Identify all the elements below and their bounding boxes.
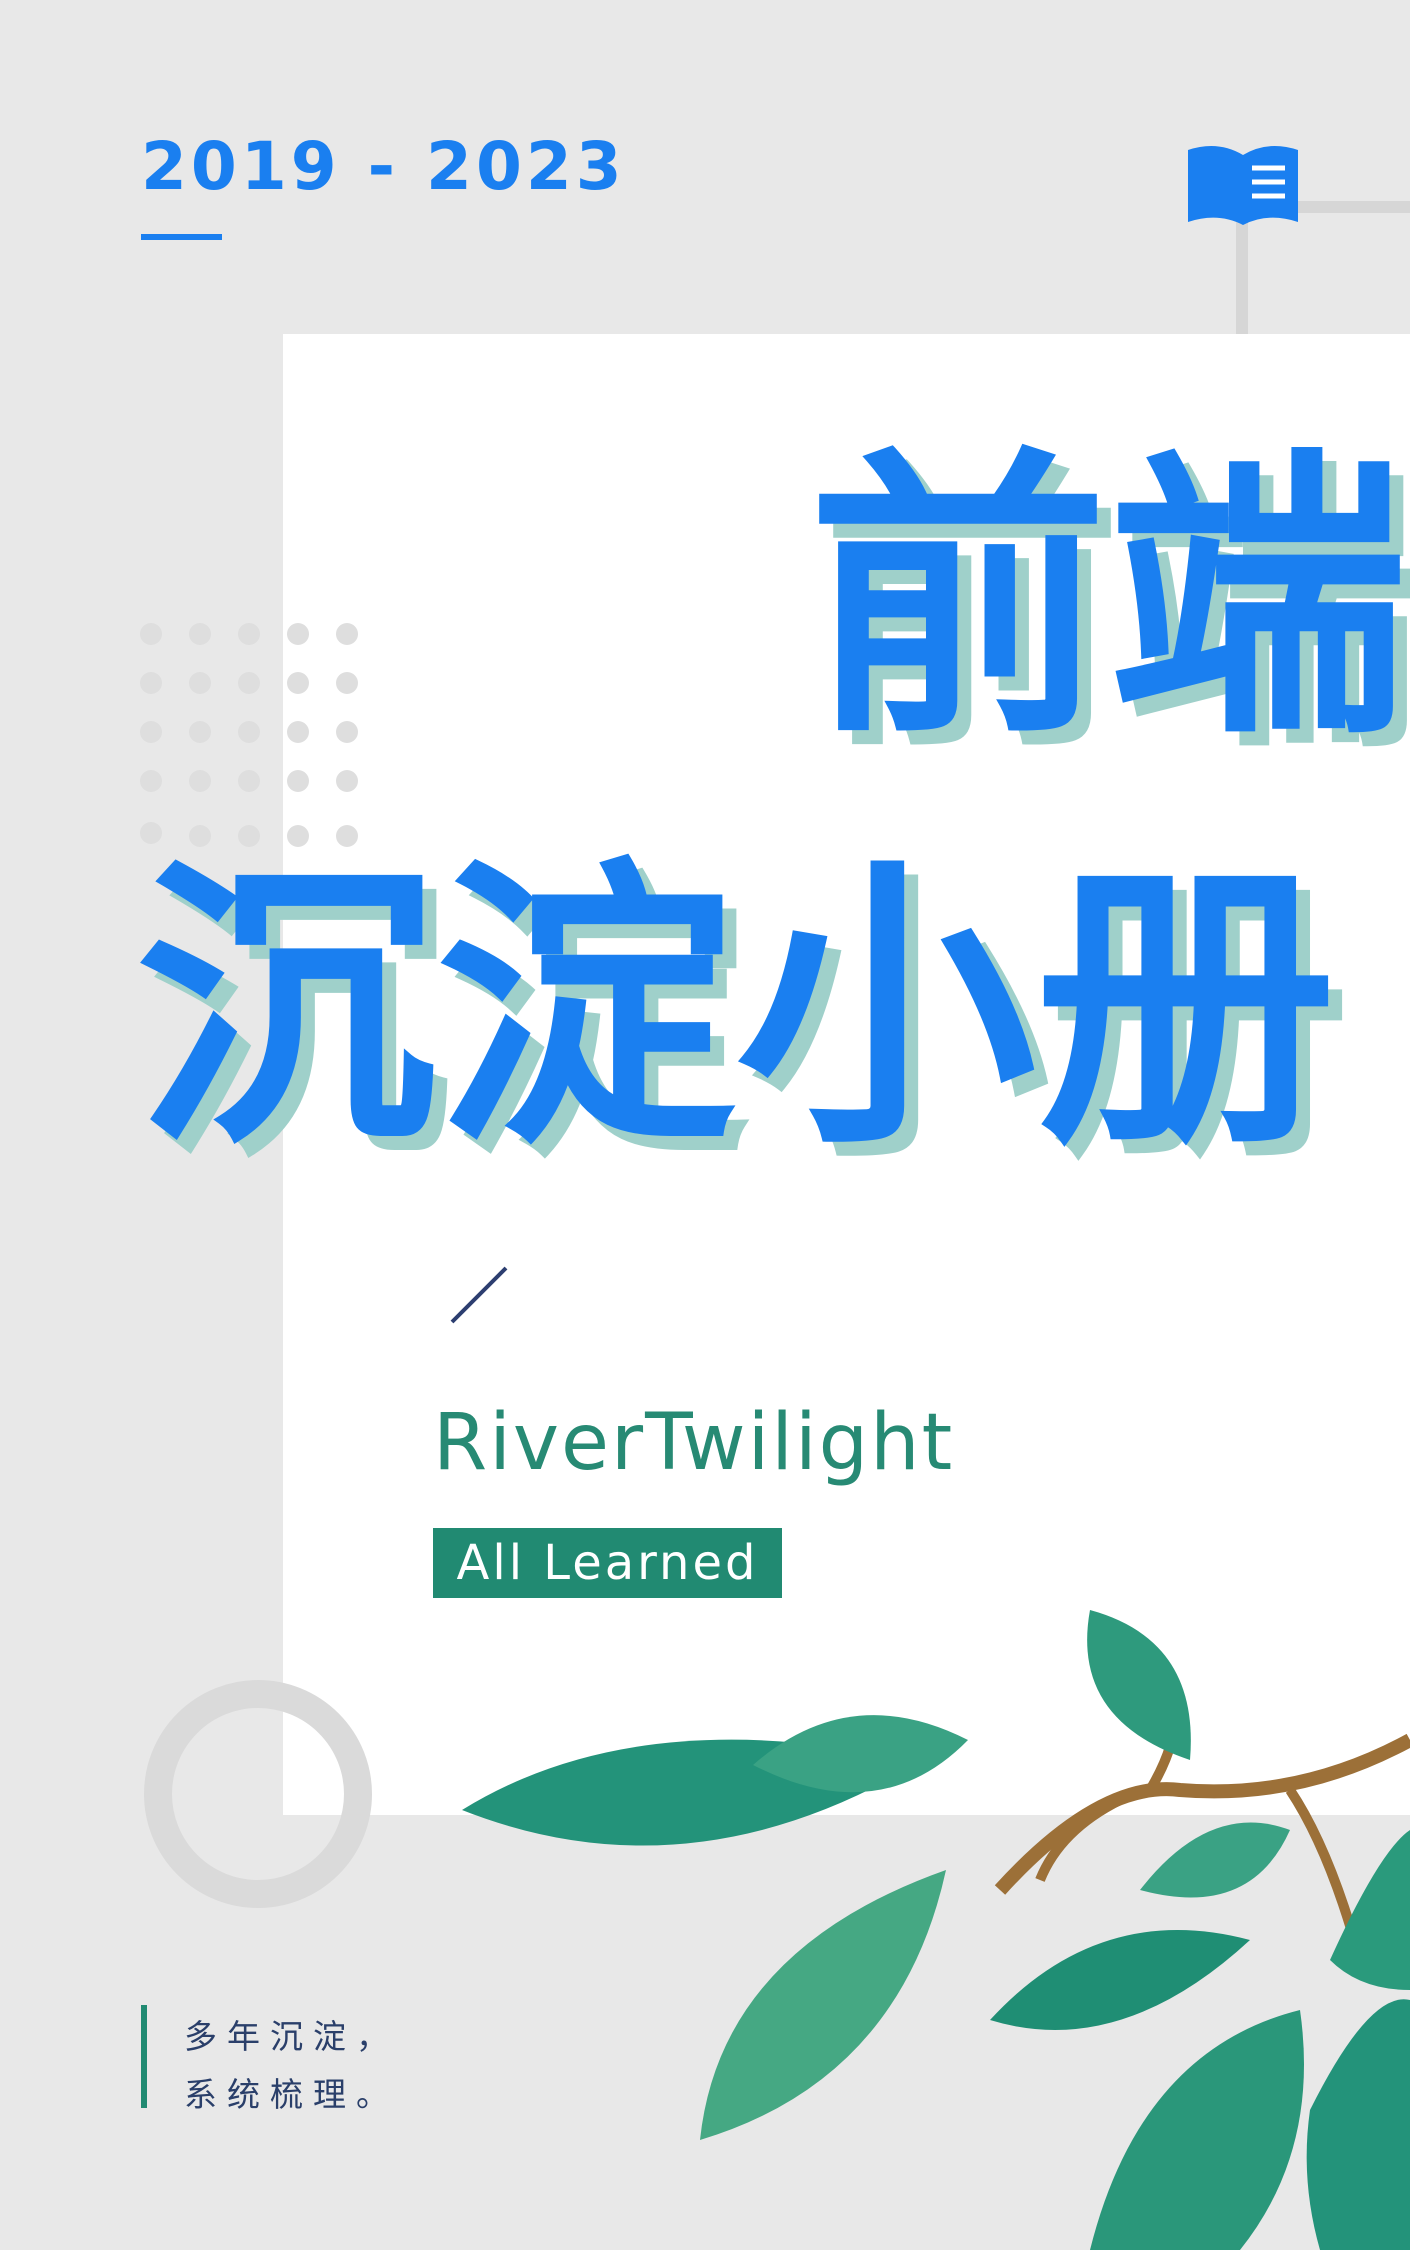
footer-text: 系统梳理。: [184, 2075, 399, 2114]
title-line: 沉淀小册: [136, 835, 1336, 1184]
year-underline: [141, 234, 222, 240]
title-line: 前端: [808, 425, 1408, 774]
author-tag: All Learned: [433, 1528, 782, 1598]
ring: [144, 1680, 372, 1908]
year-range: 2019 - 2023: [141, 128, 626, 205]
dot-grid: [140, 623, 358, 847]
footer-bar: [141, 2005, 147, 2108]
leaves: [462, 1610, 1410, 2250]
author-name: RiverTwilight: [433, 1398, 955, 1488]
footer-text: 多年沉淀，: [184, 2017, 399, 2056]
slash: [450, 1266, 508, 1324]
book-icon: [1188, 146, 1298, 225]
